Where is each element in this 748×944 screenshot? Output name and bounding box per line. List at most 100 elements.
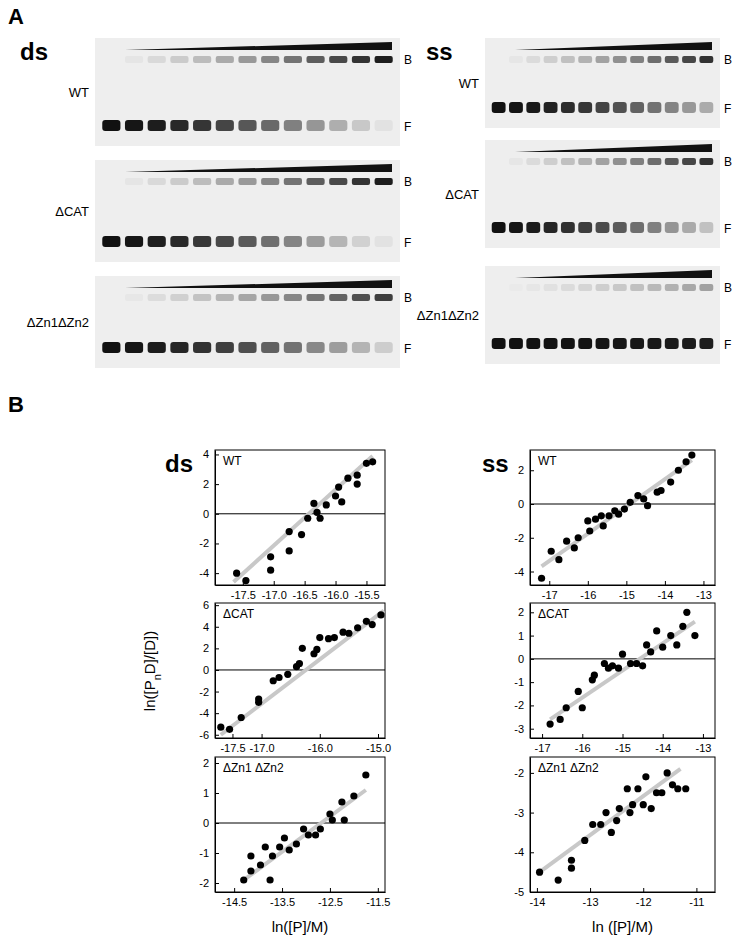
y-tick-label: -1 [514, 676, 524, 688]
bound-band [613, 158, 627, 165]
x-tick-label: -13.5 [270, 896, 295, 908]
chart: -14.5-13.5-12.5-11.5-2-1012ΔZn1 ΔZn2ln([… [199, 757, 390, 935]
x-axis-line [216, 738, 386, 739]
data-point [304, 515, 311, 522]
data-point [679, 623, 686, 630]
free-band [630, 102, 644, 113]
x-tick: -17.5 [220, 734, 245, 754]
y-tick: -1 [199, 847, 219, 859]
y-tick-mark [215, 692, 219, 693]
y-tick: -4 [199, 567, 219, 579]
bound-label: B [404, 291, 412, 305]
x-tick-mark [588, 581, 589, 585]
bound-band [526, 56, 540, 63]
free-band [526, 222, 540, 233]
y-tick-mark [530, 892, 534, 893]
data-point [615, 665, 622, 672]
y-axis-line [530, 758, 531, 893]
x-tick-label: -13 [695, 742, 711, 754]
data-point [299, 645, 306, 652]
free-band [193, 342, 211, 353]
chart: -17.5-17.0-16.0-15.0-6-4-20246ΔCAT [199, 599, 391, 754]
y-tick: 4 [203, 448, 219, 460]
data-point [300, 825, 307, 832]
y-tick-mark [530, 705, 534, 706]
y-tick-mark [215, 713, 219, 714]
bound-band [170, 56, 188, 63]
free-band [630, 222, 644, 233]
y-tick-mark [530, 813, 534, 814]
x-tick-label: -15 [619, 589, 635, 601]
data-point [369, 621, 376, 628]
x-tick-mark [703, 734, 704, 738]
bound-band [284, 56, 302, 63]
free-band [193, 236, 211, 247]
x-axis-title: ln ([P]/M) [592, 918, 653, 935]
x-tick-label: -13 [696, 589, 712, 601]
y-tick-label: 6 [203, 599, 209, 611]
x-tick-mark [626, 581, 627, 585]
y-tick-mark [215, 883, 219, 884]
y-tick-label: -4 [199, 567, 209, 579]
bound-band [238, 56, 256, 63]
free-band [578, 338, 592, 349]
data-point [338, 498, 345, 505]
bound-band [509, 284, 523, 291]
data-point [602, 809, 609, 816]
data-point [310, 500, 317, 507]
bound-band [596, 284, 610, 291]
data-point [647, 648, 654, 655]
gel-row-label: WT [69, 85, 89, 100]
bound-band [682, 158, 696, 165]
gel-background [95, 160, 400, 262]
data-point [688, 451, 695, 458]
data-point [316, 634, 323, 641]
data-point [639, 662, 646, 669]
plot-frame [215, 757, 385, 892]
x-tick-label: -14 [657, 589, 673, 601]
free-band [102, 342, 120, 353]
bound-band [352, 178, 370, 185]
free-band [544, 338, 558, 349]
y-tick: 4 [203, 621, 219, 633]
x-tick-mark [330, 888, 331, 892]
y-tick-mark [530, 773, 534, 774]
bound-band [193, 294, 211, 301]
x-tick-mark [336, 581, 337, 585]
data-point [332, 492, 339, 499]
data-point [568, 865, 575, 872]
free-band [492, 338, 506, 349]
x-tick: -16.0 [324, 581, 349, 601]
y-tick: -4 [514, 846, 534, 858]
data-point [555, 876, 562, 883]
y-tick-label: 1 [203, 787, 209, 799]
bound-band [284, 294, 302, 301]
data-point [240, 876, 247, 883]
free-band [648, 102, 662, 113]
y-tick: 2 [518, 606, 534, 618]
x-tick: -11.5 [366, 888, 390, 908]
bound-band [630, 56, 644, 63]
data-point [615, 511, 622, 518]
zero-line [530, 658, 715, 659]
x-tick: -16 [575, 734, 591, 754]
data-point [276, 843, 283, 850]
free-band [630, 338, 644, 349]
y-tick-label: 1 [518, 630, 524, 642]
concentration-wedge [515, 144, 712, 152]
plot-area [215, 771, 385, 883]
data-point [644, 502, 651, 509]
x-axis-line [531, 892, 716, 893]
x-axis: -14-13-12-11 [529, 888, 715, 908]
chart: -17-16-15-14-13-4-202WT [514, 450, 715, 601]
free-band [352, 342, 370, 353]
y-tick-mark [530, 852, 534, 853]
data-point [217, 724, 224, 731]
data-point [584, 517, 591, 524]
x-tick-label: -11 [689, 896, 704, 908]
x-tick-mark [542, 734, 543, 738]
gel-column-label: ss [426, 38, 453, 65]
gel-row-label: ΔZn1ΔZn2 [417, 308, 479, 323]
x-tick-label: -11.5 [366, 896, 390, 908]
x-tick-label: -16.0 [308, 742, 333, 754]
